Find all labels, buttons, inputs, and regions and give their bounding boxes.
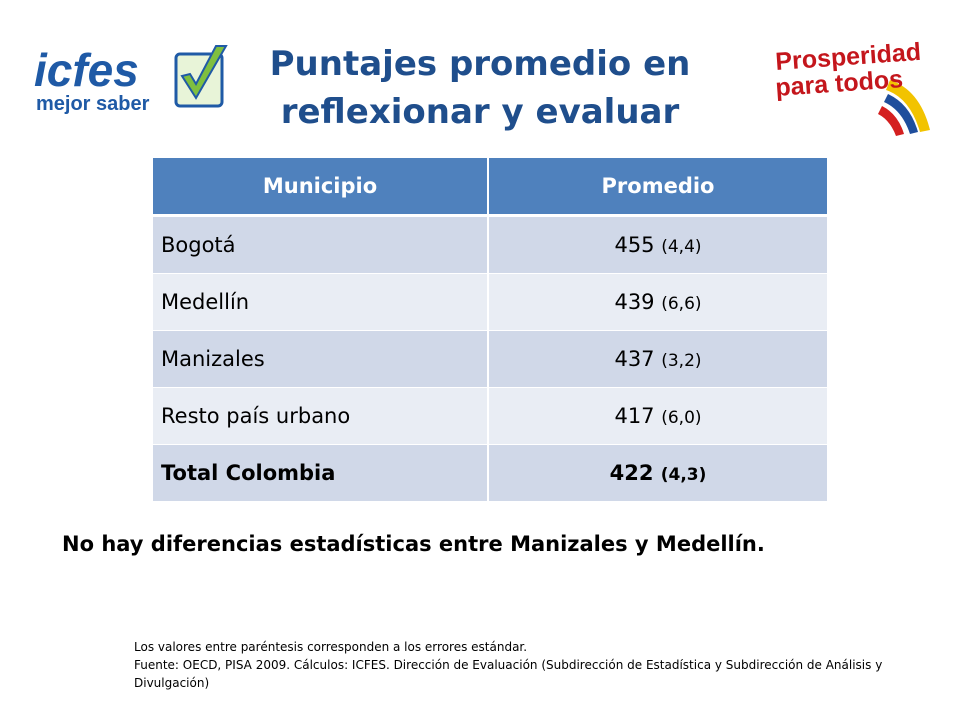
scores-table: Municipio Promedio Bogotá 455 (4,4) Mede…	[153, 158, 827, 501]
statistical-note: No hay diferencias estadísticas entre Ma…	[62, 532, 765, 556]
icfes-logo: icfes mejor saber	[34, 44, 228, 115]
cell-promedio: 455 (4,4)	[487, 215, 827, 274]
page-title-line1: Puntajes promedio en	[269, 44, 691, 84]
page-title-line2: reflexionar y evaluar	[280, 92, 680, 132]
footnote-line1: Los valores entre paréntesis corresponde…	[134, 640, 528, 654]
table-row: Medellín 439 (6,6)	[153, 273, 827, 331]
cell-promedio: 417 (6,0)	[487, 387, 827, 445]
score-value: 417	[614, 404, 655, 428]
flag-swoosh	[878, 80, 930, 136]
cell-promedio: 439 (6,6)	[487, 273, 827, 331]
icfes-logo-tagline: mejor saber	[36, 93, 150, 115]
footnote-line2: Fuente: OECD, PISA 2009. Cálculos: ICFES…	[134, 658, 883, 690]
score-value: 437	[614, 347, 655, 371]
standard-error: (6,6)	[661, 294, 702, 314]
cell-municipio: Medellín	[153, 273, 488, 331]
score-value: 455	[614, 233, 655, 257]
cell-municipio: Resto país urbano	[153, 387, 488, 445]
standard-error: (6,0)	[661, 408, 702, 428]
prosperidad-logo: Prosperidad para todos	[774, 40, 930, 136]
standard-error: (3,2)	[661, 351, 702, 371]
cell-promedio: 437 (3,2)	[487, 330, 827, 388]
cell-municipio: Bogotá	[153, 215, 488, 274]
score-value: 439	[614, 290, 655, 314]
cell-promedio: 422 (4,3)	[487, 444, 827, 501]
standard-error: (4,4)	[661, 237, 702, 257]
score-value: 422	[609, 461, 654, 485]
table-header-row: Municipio Promedio	[153, 158, 827, 217]
page-title: Puntajes promedio en reflexionar y evalu…	[250, 40, 710, 136]
table-row: Manizales 437 (3,2)	[153, 330, 827, 388]
icfes-logo-word: icfes	[34, 44, 139, 96]
table-row-total: Total Colombia 422 (4,3)	[153, 444, 827, 501]
column-header-municipio: Municipio	[153, 158, 488, 217]
checkmark-icon	[174, 45, 228, 108]
cell-municipio: Manizales	[153, 330, 488, 388]
table-row: Bogotá 455 (4,4)	[153, 215, 827, 274]
table-row: Resto país urbano 417 (6,0)	[153, 387, 827, 445]
cell-municipio: Total Colombia	[153, 444, 488, 501]
column-header-promedio: Promedio	[487, 158, 827, 217]
standard-error: (4,3)	[660, 465, 707, 485]
footnote: Los valores entre paréntesis corresponde…	[134, 638, 894, 692]
